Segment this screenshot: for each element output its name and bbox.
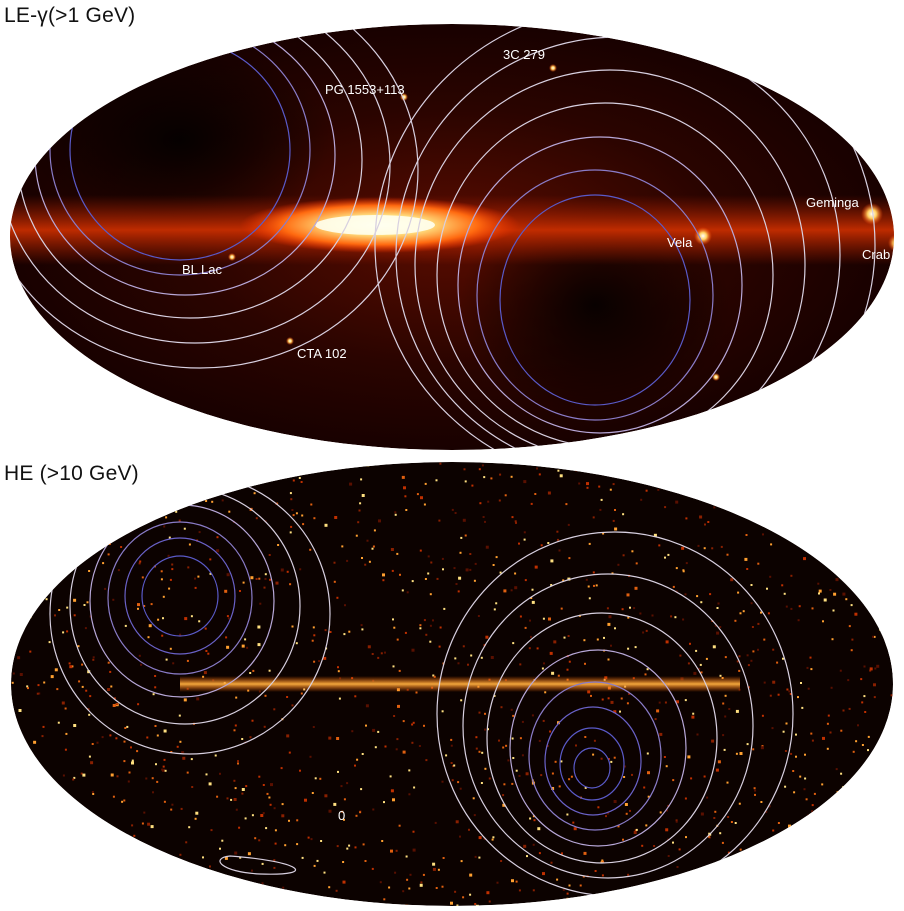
panel-title-high-energy: HE (>10 GeV)	[4, 462, 139, 485]
galactic-plane-band	[180, 676, 740, 692]
source-labels: 3C 279 PG 1553+113 Geminga Vela Crab BL …	[182, 47, 890, 361]
source-label-pg1553: PG 1553+113	[325, 82, 405, 97]
sky-map-high-energy: 0	[11, 462, 893, 906]
source-crab-dot	[888, 234, 894, 252]
source-label-crab: Crab	[862, 247, 890, 262]
source-label-vela: Vela	[667, 235, 693, 250]
source-label-geminga: Geminga	[806, 195, 860, 210]
contour-annotation: 0	[338, 808, 345, 823]
source-label-bllac: BL Lac	[182, 262, 222, 277]
source-label-cta102: CTA 102	[297, 346, 347, 361]
source-geminga-dot	[861, 203, 883, 225]
panel-title-low-energy: LE-γ(>1 GeV)	[4, 4, 136, 27]
source-label-3c279: 3C 279	[503, 47, 545, 62]
sky-map-low-energy: 3C 279 PG 1553+113 Geminga Vela Crab BL …	[10, 24, 894, 450]
source-vela-dot	[694, 227, 712, 245]
